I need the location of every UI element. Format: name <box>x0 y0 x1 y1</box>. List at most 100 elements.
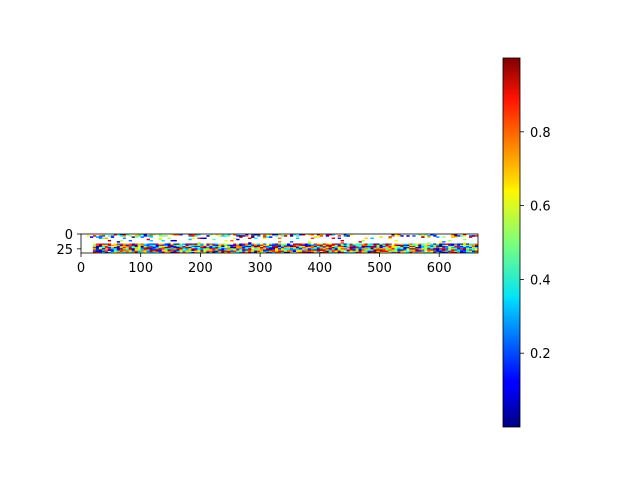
heatmap-cell <box>167 248 171 250</box>
heatmap-cell <box>164 250 168 253</box>
heatmap-cell <box>116 234 121 236</box>
heatmap-cell <box>397 249 401 251</box>
heatmap-cell <box>436 245 440 248</box>
heatmap-cell <box>152 250 156 253</box>
heatmap-cell <box>295 245 300 248</box>
heatmap-cell <box>280 247 285 249</box>
heatmap-cell <box>304 243 309 245</box>
heatmap-cell <box>203 245 207 248</box>
heatmap-cell <box>206 247 210 249</box>
heatmap-cell <box>236 248 240 250</box>
heatmap-cell <box>367 248 371 250</box>
heatmap-cell <box>322 250 327 253</box>
heatmap-cell <box>319 245 324 248</box>
heatmap-cell <box>188 250 192 253</box>
heatmap-cell <box>379 251 383 253</box>
heatmap-cell <box>170 234 174 236</box>
heatmap-cell <box>278 241 282 243</box>
heatmap-cell <box>227 243 231 245</box>
heatmap-cell <box>352 248 356 250</box>
heatmap-cell <box>418 247 422 249</box>
heatmap-cell <box>218 247 222 249</box>
heatmap-cell <box>301 249 306 251</box>
heatmap-cell <box>388 248 392 250</box>
heatmap-cell <box>200 248 204 250</box>
heatmap-cell <box>164 249 168 251</box>
heatmap-cell <box>251 236 255 238</box>
heatmap-cell <box>248 248 252 250</box>
heatmap-cell <box>173 234 177 236</box>
heatmap-cell <box>176 243 180 245</box>
heatmap-cell <box>433 244 437 247</box>
heatmap-cell <box>310 250 315 253</box>
heatmap-cell <box>409 248 413 250</box>
heatmap-cell <box>394 244 398 247</box>
heatmap-cell <box>298 243 303 245</box>
heatmap-cell <box>466 247 470 249</box>
heatmap-cell <box>128 235 133 237</box>
heatmap-cell <box>191 245 195 248</box>
heatmap-cell <box>197 251 201 253</box>
heatmap-cell <box>272 250 276 253</box>
heatmap-cell <box>182 245 186 248</box>
heatmap-cell <box>248 237 252 240</box>
heatmap-cell <box>242 250 246 253</box>
heatmap-cell <box>475 243 478 245</box>
heatmap-cell <box>319 249 324 251</box>
heatmap-cell <box>254 249 258 251</box>
heatmap-cell <box>427 235 431 237</box>
heatmap-cell <box>442 241 446 243</box>
heatmap-cell <box>331 237 336 240</box>
heatmap-cell <box>206 235 210 237</box>
heatmap-cell <box>391 250 395 253</box>
x-axis: 0 100 200 300 400 500 600 <box>77 253 452 276</box>
heatmap-cell <box>239 247 243 249</box>
heatmap-cell <box>370 250 374 253</box>
heatmap-cell <box>158 234 162 236</box>
heatmap-cell <box>98 248 103 250</box>
heatmap-cell <box>280 250 285 253</box>
heatmap-cell <box>245 235 249 237</box>
heatmap-cell <box>346 250 350 253</box>
heatmap-cell <box>400 243 404 245</box>
heatmap-cell <box>310 234 315 236</box>
heatmap-cell <box>119 247 124 249</box>
heatmap-cell <box>122 250 127 253</box>
heatmap-cell <box>445 243 449 245</box>
heatmap-cell <box>304 250 309 253</box>
heatmap-cell <box>406 251 410 253</box>
heatmap-cell <box>424 249 428 251</box>
heatmap-cell <box>334 250 338 253</box>
heatmap-cell <box>257 235 261 237</box>
heatmap-cell <box>343 248 347 250</box>
heatmap-cell <box>194 245 198 248</box>
heatmap-cell <box>185 247 189 249</box>
heatmap-cell <box>316 249 321 251</box>
heatmap-cell <box>361 248 365 250</box>
heatmap-cell <box>134 236 139 238</box>
heatmap-cell <box>367 245 371 248</box>
heatmap-cell <box>304 244 309 247</box>
heatmap-cell <box>349 245 353 248</box>
heatmap-cell <box>146 243 150 245</box>
heatmap-cell <box>137 249 141 251</box>
heatmap-cell <box>292 247 297 249</box>
x-tick-label: 300 <box>248 261 273 276</box>
heatmap-cell <box>331 234 336 236</box>
heatmap-cell <box>146 235 150 237</box>
colorbar-frame <box>502 57 521 428</box>
heatmap-cell <box>209 250 213 253</box>
heatmap-cell <box>307 243 312 245</box>
heatmap-cell <box>283 234 288 236</box>
heatmap-cell <box>272 248 276 250</box>
heatmap-cell <box>373 251 377 253</box>
heatmap-cell <box>167 243 171 245</box>
heatmap-cell <box>412 245 416 248</box>
heatmap-cell <box>203 250 207 253</box>
heatmap-cell <box>251 234 255 236</box>
heatmap-cell <box>128 248 133 250</box>
heatmap-cell <box>358 245 362 248</box>
heatmap-cell <box>251 251 255 253</box>
heatmap-cell <box>257 243 261 245</box>
heatmap-cell <box>379 244 383 247</box>
